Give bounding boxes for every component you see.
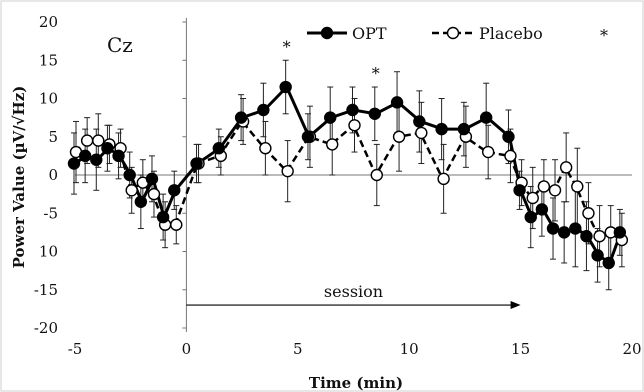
y-tick-label: 0 (48, 166, 58, 184)
data-point-opt (457, 122, 471, 136)
data-point-opt (368, 107, 381, 121)
x-tick-label: 5 (293, 340, 303, 358)
data-point-opt (67, 157, 81, 170)
data-point-placebo (370, 168, 383, 182)
data-point-opt (546, 222, 560, 235)
data-point-placebo (80, 134, 94, 147)
data-point-placebo (548, 184, 562, 197)
data-point-placebo (526, 191, 539, 205)
data-point-opt (90, 153, 103, 166)
data-point-opt (513, 184, 526, 197)
legend-significance-symbol: * (600, 26, 608, 45)
data-point-placebo (571, 180, 584, 193)
data-point-opt (524, 210, 537, 224)
data-point-placebo (392, 130, 406, 143)
panel-label: Cz (107, 33, 133, 57)
data-point-opt (613, 226, 627, 239)
y-tick-label: -15 (34, 281, 58, 299)
data-point-opt (134, 195, 148, 208)
data-point-opt (234, 111, 248, 124)
y-tick-label: 5 (48, 128, 58, 146)
data-point-placebo (559, 161, 573, 174)
significance-asterisk: * (372, 64, 380, 83)
data-point-opt (112, 149, 125, 163)
axes: 20 15 10 5 0 -5 10 -15 -20 -5 0 5 10 15 20 (34, 13, 642, 358)
data-point-opt (101, 142, 114, 155)
data-point-opt (479, 111, 493, 124)
legend-label-opt: OPT (352, 24, 387, 43)
data-point-opt (390, 96, 404, 109)
x-axis-title: Time (min) (309, 374, 403, 392)
y-tick-label: -20 (34, 319, 58, 337)
annotations: * * session (186, 37, 521, 310)
data-point-placebo (326, 138, 339, 151)
data-point-opt (156, 210, 170, 224)
y-axis-title: Power Value (µV/√Hz) (10, 86, 28, 269)
data-point-placebo (348, 119, 361, 132)
data-point-opt (168, 184, 181, 197)
legend: OPT Placebo * (307, 24, 608, 45)
data-point-opt (435, 122, 448, 136)
data-point-opt (212, 142, 226, 155)
x-tick-label: 15 (511, 340, 530, 358)
data-point-opt (591, 249, 604, 262)
data-point-opt (257, 103, 270, 117)
data-point-opt (279, 80, 292, 94)
series-points (67, 80, 629, 270)
data-point-placebo (537, 180, 551, 193)
session-label: session (324, 282, 383, 301)
legend-marker-placebo (446, 26, 460, 40)
data-point-placebo (415, 126, 428, 140)
data-point-opt (580, 229, 593, 243)
y-tick-label: 10 (39, 243, 58, 261)
data-point-opt (301, 130, 315, 143)
y-tick-label: 10 (39, 90, 58, 108)
data-point-opt (324, 111, 337, 124)
data-point-placebo (481, 145, 495, 159)
x-tick-label: -5 (68, 340, 83, 358)
data-point-placebo (170, 218, 183, 231)
data-point-opt (190, 157, 203, 170)
data-point-placebo (92, 134, 105, 147)
data-point-placebo (147, 187, 161, 201)
y-tick-label: 20 (39, 13, 58, 31)
data-point-opt (123, 168, 136, 182)
data-point-opt (413, 115, 426, 128)
data-point-opt (346, 103, 359, 117)
data-point-placebo (437, 172, 450, 186)
legend-label-placebo: Placebo (479, 24, 543, 43)
x-tick-label: 10 (400, 340, 419, 358)
data-point-placebo (125, 184, 138, 197)
data-point-opt (78, 149, 92, 163)
x-tick-label: 20 (622, 340, 641, 358)
data-point-opt (569, 222, 582, 235)
session-arrow-head (510, 301, 521, 310)
data-point-placebo (504, 149, 517, 163)
data-point-opt (535, 203, 549, 216)
data-point-placebo (259, 142, 272, 155)
significance-asterisk: * (283, 37, 291, 56)
data-point-opt (602, 256, 615, 270)
legend-marker-opt (320, 26, 334, 40)
data-point-opt (502, 130, 515, 143)
series-line-placebo (74, 139, 176, 226)
data-point-placebo (593, 229, 606, 243)
y-tick-label: -5 (43, 204, 58, 222)
data-point-opt (557, 226, 571, 239)
data-point-placebo (281, 164, 294, 178)
x-tick-label: 0 (182, 340, 192, 358)
data-point-opt (145, 172, 159, 186)
data-point-placebo (582, 207, 595, 220)
y-tick-label: 15 (39, 51, 58, 69)
